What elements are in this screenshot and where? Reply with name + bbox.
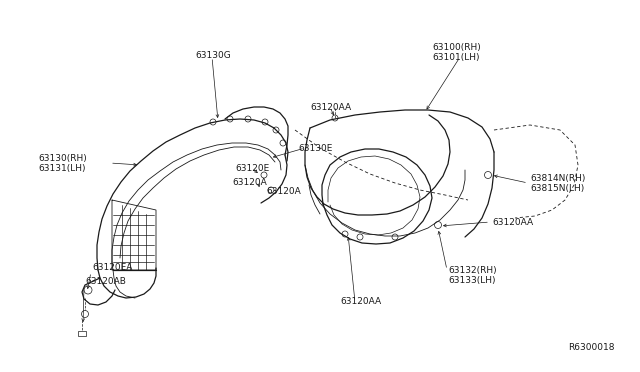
Text: 63120AA: 63120AA [340,298,381,307]
Text: 63120A: 63120A [266,186,301,196]
Text: 63101(LH): 63101(LH) [432,52,479,61]
Text: 63120AA: 63120AA [310,103,351,112]
Text: 63131(LH): 63131(LH) [38,164,86,173]
Bar [78,331,86,336]
Text: 63815N(LH): 63815N(LH) [530,183,584,192]
Text: 63120EA: 63120EA [92,263,132,273]
Text: 63120A: 63120A [232,177,267,186]
Text: 63814N(RH): 63814N(RH) [530,173,586,183]
Text: 63120AB: 63120AB [85,278,126,286]
Text: 63130E: 63130E [298,144,332,153]
Text: 63130G: 63130G [195,51,231,60]
Text: 63132(RH): 63132(RH) [448,266,497,275]
Text: R6300018: R6300018 [568,343,615,353]
Text: 63100(RH): 63100(RH) [432,42,481,51]
Text: 63120AA: 63120AA [492,218,533,227]
Text: 63133(LH): 63133(LH) [448,276,495,285]
Text: 63120E: 63120E [235,164,269,173]
Text: 63130(RH): 63130(RH) [38,154,87,163]
